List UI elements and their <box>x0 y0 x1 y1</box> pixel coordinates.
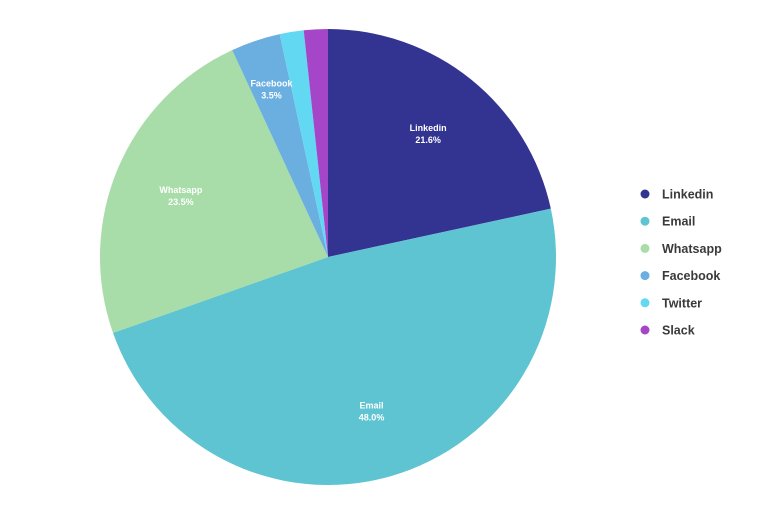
pie-slice-linkedin <box>328 29 551 257</box>
legend-swatch-facebook <box>640 271 650 281</box>
pie-slice-email <box>112 208 556 486</box>
legend-label-facebook: Facebook <box>662 269 720 283</box>
legend: Linkedin Email Whatsapp Facebook Twitter Slac… <box>640 188 722 338</box>
legend-label-email: Email <box>662 215 695 229</box>
pie-slice-whatsapp <box>100 50 329 333</box>
slice-value-whatsapp: 23.5% <box>168 197 194 207</box>
legend-item-whatsapp: Whatsapp <box>640 242 722 256</box>
legend-swatch-linkedin <box>640 189 650 199</box>
slice-label-linkedin: Linkedin <box>410 123 447 133</box>
legend-label-slack: Slack <box>662 324 695 338</box>
slice-label-facebook: Facebook <box>250 78 293 88</box>
legend-item-linkedin: Linkedin <box>640 188 713 202</box>
legend-item-email: Email <box>640 215 695 229</box>
legend-swatch-whatsapp <box>640 243 650 253</box>
legend-label-twitter: Twitter <box>662 296 702 310</box>
slice-value-email: 48.0% <box>359 413 385 423</box>
pie-slice-twitter <box>279 30 328 257</box>
slice-value-linkedin: 21.6% <box>415 135 441 145</box>
legend-item-facebook: Facebook <box>640 269 720 283</box>
slice-label-email: Email <box>360 401 384 411</box>
pie-slices <box>100 29 556 486</box>
pie-slice-slack <box>303 29 328 257</box>
pie-slice-labels: Linkedin 21.6% Email 48.0% Whatsapp 23.5% Face… <box>159 78 446 422</box>
legend-label-whatsapp: Whatsapp <box>662 242 722 256</box>
slice-label-whatsapp: Whatsapp <box>159 185 203 195</box>
legend-swatch-email <box>640 216 650 226</box>
legend-label-linkedin: Linkedin <box>662 188 713 202</box>
legend-swatch-slack <box>640 325 650 335</box>
legend-swatch-twitter <box>640 298 650 308</box>
legend-item-twitter: Twitter <box>640 296 702 310</box>
slice-value-facebook: 3.5% <box>261 90 282 100</box>
legend-item-slack: Slack <box>640 324 695 338</box>
pie-slice-facebook <box>232 34 328 258</box>
